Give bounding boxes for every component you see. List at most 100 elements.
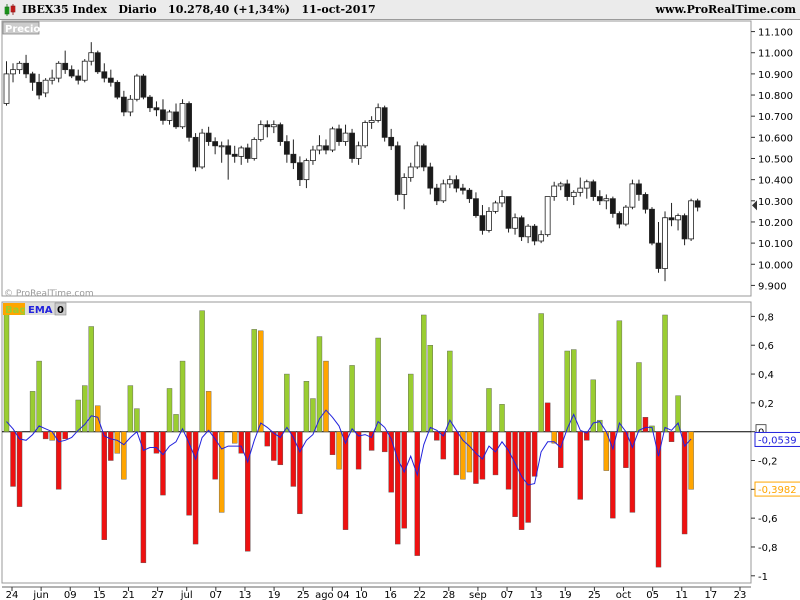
candle-body — [153, 107, 160, 111]
watermark: © ProRealTime.com — [4, 289, 94, 299]
bar-value-tag — [754, 481, 800, 497]
candle-body — [101, 71, 108, 79]
candle-body — [362, 122, 369, 147]
candle-body — [81, 60, 88, 81]
candle-body — [160, 109, 166, 121]
indicator-bar — [460, 431, 466, 480]
chart-title: IBEX35 Index Diario 10.278,40 (+1,34%) 1… — [22, 3, 376, 16]
indicator-bar — [134, 408, 140, 432]
candle-body — [55, 62, 62, 79]
candle-body — [310, 149, 316, 162]
candle-body — [349, 132, 355, 159]
price-axis-label: 10.400 — [758, 176, 793, 187]
indicator-bar — [140, 431, 147, 564]
candle-body — [368, 120, 375, 123]
candle-body — [107, 77, 114, 83]
candle-body — [453, 179, 460, 189]
indicator-bar — [512, 431, 518, 517]
chart-header: IBEX35 Index Diario 10.278,40 (+1,34%) 1… — [0, 0, 800, 20]
candle-body — [173, 111, 179, 128]
candle-body — [590, 181, 597, 197]
indicator-bar — [499, 404, 505, 432]
candle-body — [662, 217, 668, 269]
indicator-bar — [212, 431, 218, 480]
indicator-bar — [199, 310, 205, 432]
indicator-bar — [290, 431, 297, 487]
candle-body — [283, 141, 290, 155]
indicator-bar — [160, 431, 166, 496]
ema-value-tag — [754, 431, 800, 447]
last-price: 10.278,40 (+1,34%) — [168, 3, 290, 16]
x-axis-label: 28 — [442, 590, 455, 600]
candle-body — [251, 139, 258, 159]
indicator-bar — [551, 431, 557, 444]
indicator-bar — [329, 431, 336, 455]
indicator-bar — [271, 431, 277, 461]
price-axis-label: 10.100 — [758, 239, 793, 250]
candle-body — [512, 217, 518, 229]
candle-body — [270, 124, 277, 128]
indicator-bar — [82, 385, 88, 432]
indicator-bar — [114, 431, 121, 454]
x-axis-label: 17 — [705, 590, 718, 600]
candle-body — [440, 183, 447, 202]
indicator-bar — [303, 381, 310, 432]
indicator-bar — [538, 313, 544, 432]
x-axis-label: 10 — [355, 590, 368, 600]
candle-body — [668, 217, 675, 221]
indicator-bar — [349, 365, 355, 432]
site-link[interactable]: www.ProRealTime.com — [655, 3, 797, 16]
indicator-bar — [447, 350, 453, 432]
candle-body — [75, 75, 82, 81]
indicator-bar — [421, 314, 427, 432]
x-axis-label: 07 — [209, 590, 222, 600]
indicator-bar — [492, 431, 499, 476]
indicator-bar — [375, 337, 381, 432]
candle-body — [459, 187, 466, 191]
candle-body — [688, 200, 694, 240]
indicator-bar — [414, 431, 420, 556]
candle-body — [427, 166, 434, 189]
ema-value-label: -0,0539 — [758, 435, 797, 446]
indicator-bar — [231, 431, 238, 444]
x-axis-label: 11 — [675, 590, 688, 600]
candle-body — [479, 215, 486, 231]
candle-body — [433, 187, 440, 202]
price-axis-label: 10.900 — [758, 70, 793, 81]
interval-label: Diario — [118, 3, 157, 16]
candle-body — [205, 132, 212, 142]
x-axis-label: jul — [180, 590, 193, 600]
indicator-bar — [571, 349, 577, 432]
candle-body — [68, 69, 75, 77]
price-axis-label: 10.300 — [758, 197, 793, 208]
indicator-bar — [544, 402, 551, 432]
indicator-axis-label: -1 — [758, 572, 768, 583]
x-axis-label: 27 — [151, 590, 164, 600]
candle-body — [564, 183, 571, 197]
x-axis-label: 19 — [559, 590, 572, 600]
candle-body — [544, 196, 551, 236]
indicator-bar — [401, 431, 407, 529]
price-axis-label: 10.500 — [758, 155, 793, 166]
symbol-name: IBEX35 Index — [22, 3, 107, 16]
candle-body — [257, 124, 264, 140]
candle-body — [3, 73, 10, 104]
indicator-bar — [29, 391, 36, 432]
indicator-bar — [336, 431, 342, 470]
candle-body — [466, 189, 473, 200]
indicator-bar — [681, 431, 688, 535]
indicator-axis-label: 0,4 — [758, 370, 774, 381]
indicator-bar — [577, 431, 583, 500]
candle-body — [290, 153, 297, 164]
candle-body — [681, 215, 688, 240]
indicator-bar — [75, 399, 81, 432]
candle-body — [583, 181, 590, 189]
ema-line — [6, 409, 692, 486]
x-axis-label: 24 — [6, 590, 19, 600]
indicator-bar — [36, 360, 42, 432]
current-price-marker — [752, 200, 757, 211]
indicator-bar — [342, 431, 349, 530]
bar-value-label: -0,3982 — [758, 485, 797, 496]
candle-body — [629, 183, 636, 208]
candle-body — [694, 200, 701, 208]
